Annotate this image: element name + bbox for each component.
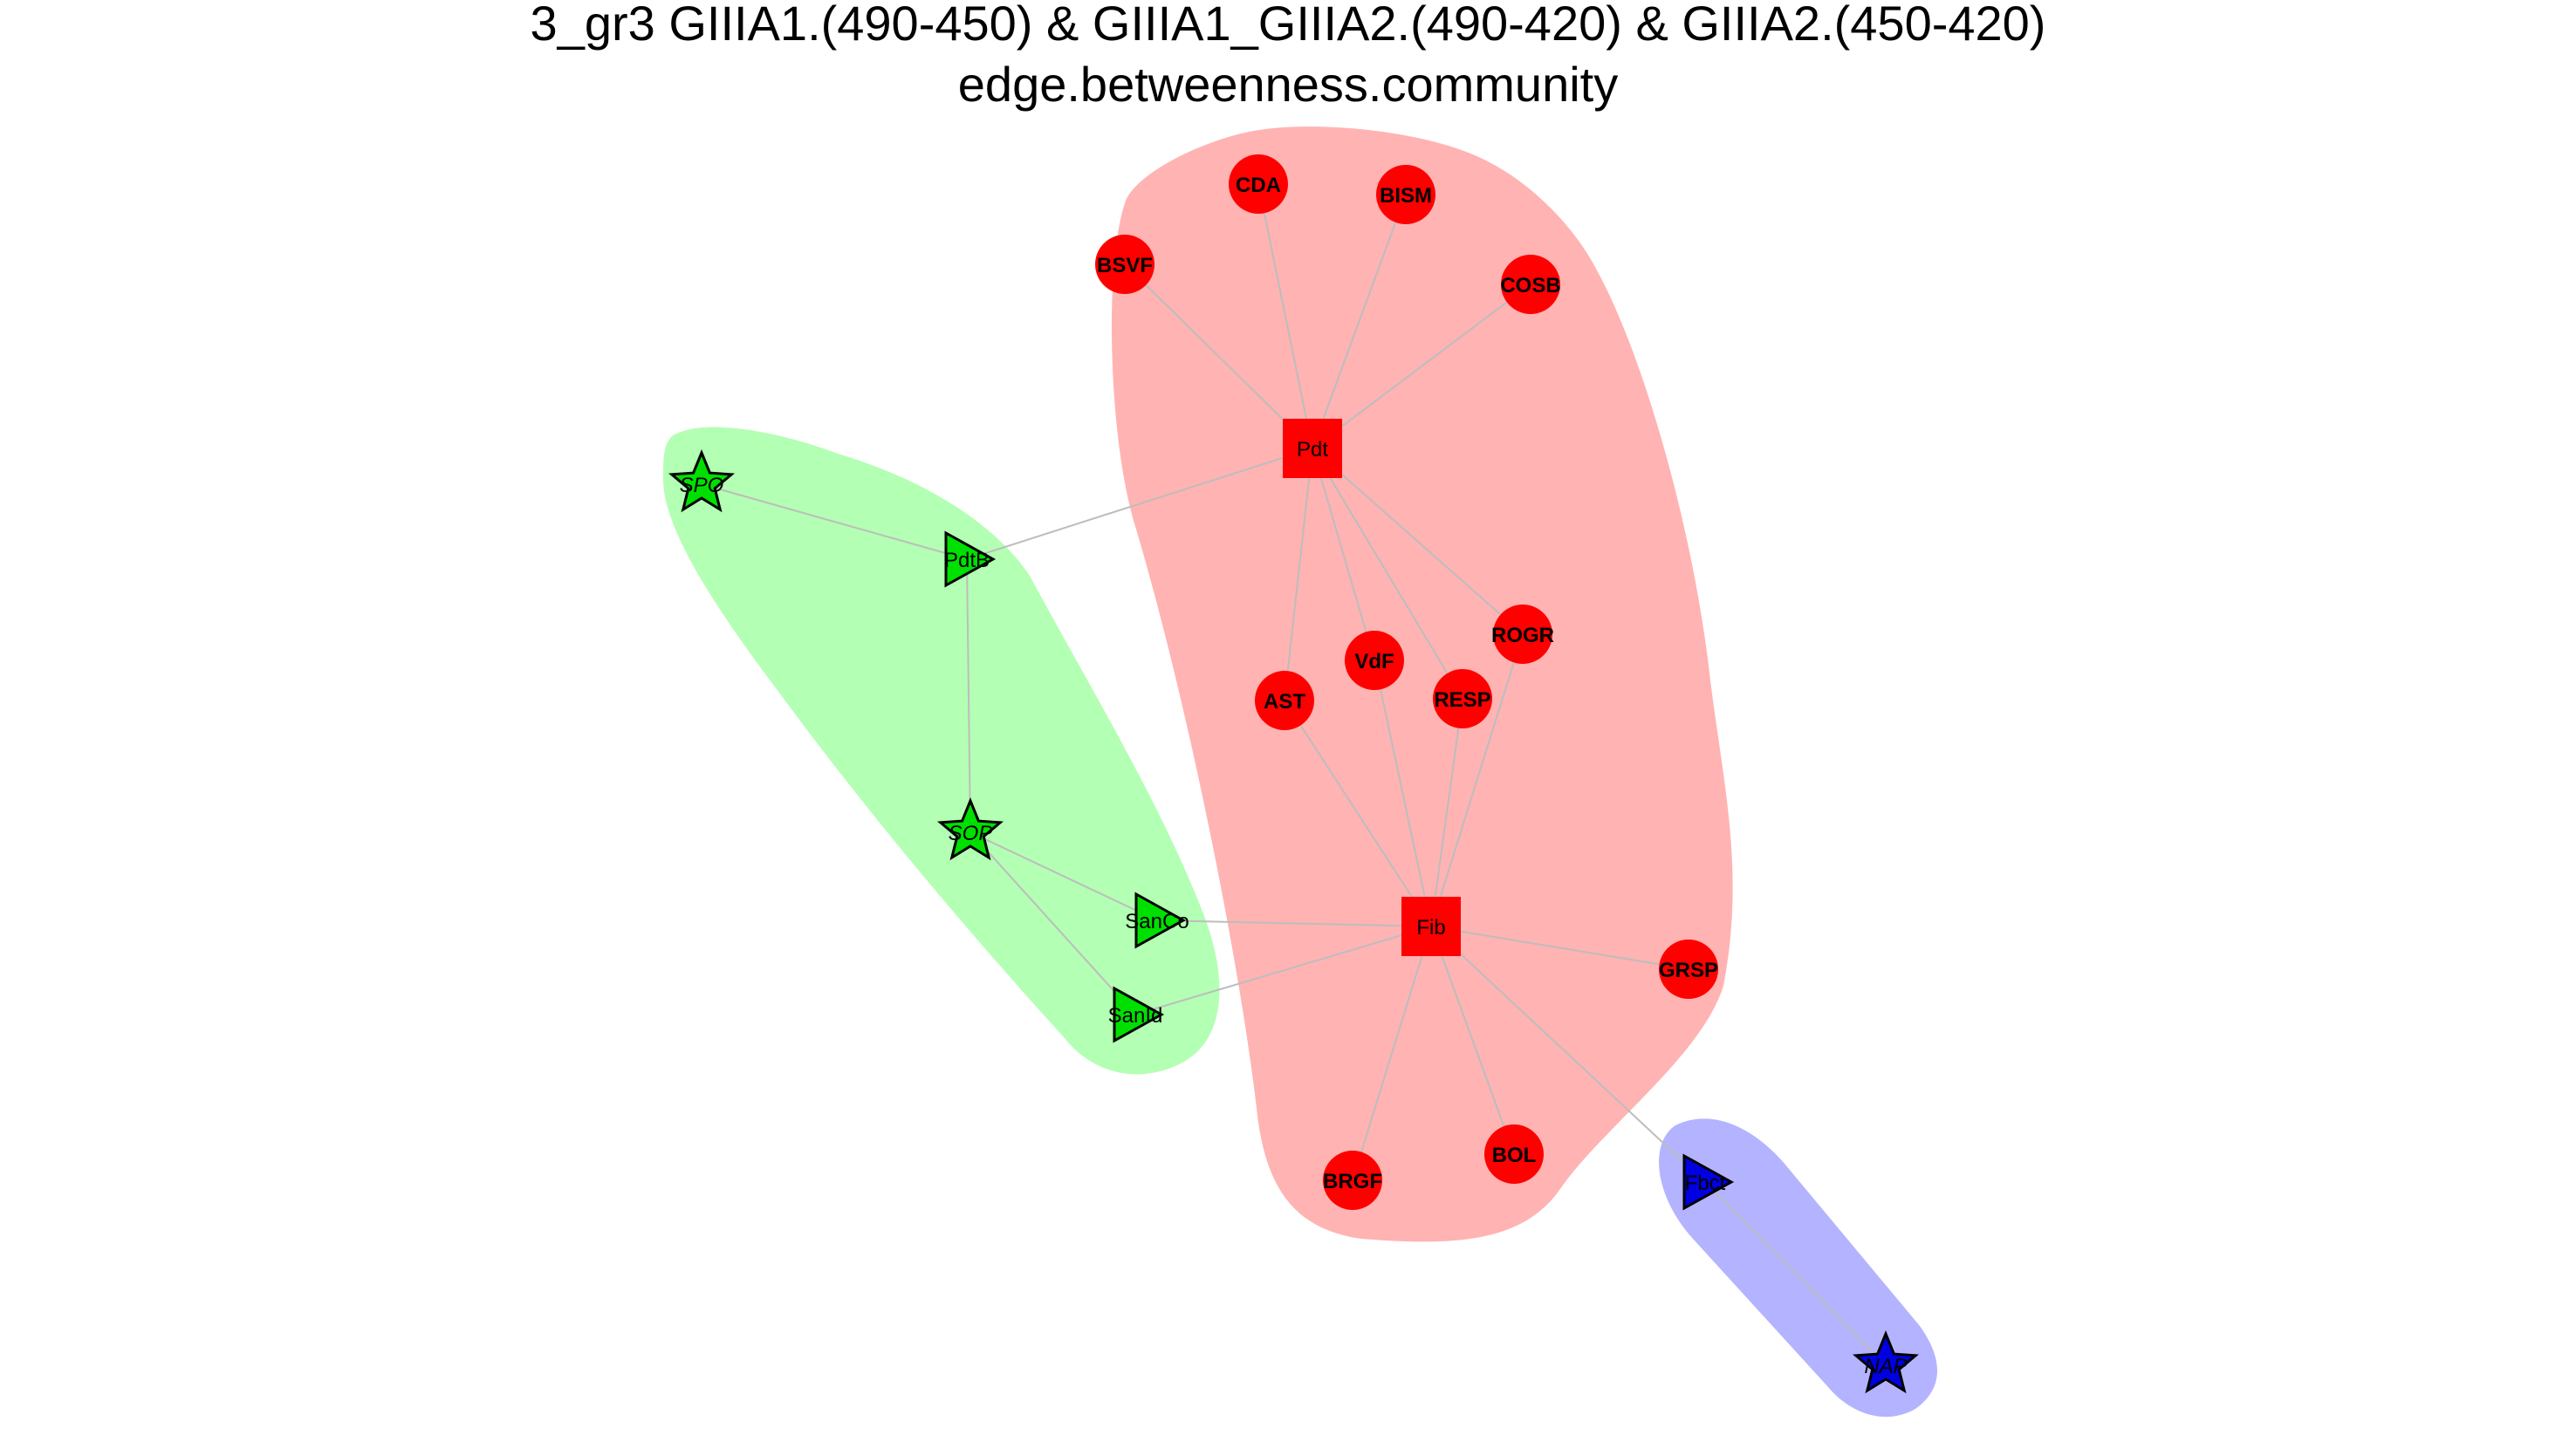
node-RESP: RESP — [1433, 669, 1492, 728]
node-BOL: BOL — [1484, 1124, 1544, 1184]
nodes: CDA BISM BSVF COSB Pdt ROGR VdF RESP AST Fib GRSP B… — [668, 154, 1919, 1394]
edge-Fib-Fbct — [1430, 926, 1706, 1183]
node-label-Fbct: Fbct — [1685, 1172, 1726, 1195]
node-shape-GRSP — [1659, 940, 1718, 999]
node-label-COSB: COSB — [1500, 274, 1560, 297]
node-shape-BSVF — [1095, 235, 1154, 294]
node-shape-RESP — [1433, 669, 1492, 728]
edge-Pdt-PdtB — [966, 448, 1313, 560]
node-PdtB: PdtB — [944, 530, 997, 588]
node-shape-AST — [1255, 671, 1314, 730]
node-AST: AST — [1255, 671, 1314, 730]
edge-Pdt-BSVF — [1124, 263, 1313, 449]
edge-Fib-SanCo — [1156, 919, 1432, 927]
edge-Pdt-CDA — [1257, 183, 1313, 449]
node-label-ROGR: ROGR — [1491, 624, 1554, 647]
node-label-BRGF: BRGF — [1323, 1170, 1382, 1193]
node-ROGR: ROGR — [1491, 605, 1554, 664]
node-label-CDA: CDA — [1236, 174, 1281, 197]
node-CDA: CDA — [1229, 154, 1288, 214]
node-Fib: Fib — [1401, 897, 1461, 956]
edges — [701, 183, 1887, 1366]
node-shape-SPO — [668, 449, 735, 513]
community-hull-blue — [1659, 1118, 1937, 1418]
node-label-Fib: Fib — [1416, 916, 1445, 940]
node-shape-Fbct — [1682, 1153, 1735, 1211]
node-label-BISM: BISM — [1380, 184, 1432, 208]
edge-Fbct-NAP — [1704, 1181, 1887, 1366]
node-label-BSVF: BSVF — [1097, 254, 1153, 277]
edge-Pdt-AST — [1284, 448, 1313, 701]
node-label-SOP: SOP — [949, 822, 993, 845]
node-label-SanCo: SanCo — [1125, 910, 1189, 933]
edge-Pdt-RESP — [1312, 448, 1463, 700]
node-SOP: SOP — [937, 797, 1004, 861]
community-hulls — [663, 126, 1937, 1418]
node-label-GRSP: GRSP — [1659, 959, 1718, 982]
node-label-BOL: BOL — [1492, 1144, 1537, 1167]
edge-Pdt-COSB — [1312, 284, 1531, 449]
node-shape-BOL — [1484, 1124, 1544, 1184]
edge-Fib-BOL — [1430, 926, 1515, 1155]
node-shape-Fib — [1401, 897, 1461, 956]
edge-SPO-PdtB — [701, 483, 968, 560]
node-shape-NAP — [1853, 1330, 1919, 1394]
diagram-title: 3_gr3 GIIIA1.(490-450) & GIIIA1_GIIIA2.(… — [531, 0, 2046, 51]
node-label-SPO: SPO — [680, 474, 724, 497]
edge-PdtB-SOP — [966, 558, 971, 833]
node-label-RESP: RESP — [1434, 688, 1490, 712]
edge-Fib-RESP — [1430, 698, 1463, 927]
node-label-Pdt: Pdt — [1297, 438, 1328, 461]
edge-Pdt-BISM — [1312, 194, 1407, 449]
node-Pdt: Pdt — [1283, 419, 1342, 478]
node-VdF: VdF — [1345, 631, 1404, 690]
node-SanId: SanId — [1108, 986, 1165, 1043]
node-label-NAP: NAP — [1864, 1355, 1907, 1378]
node-BISM: BISM — [1376, 165, 1435, 224]
community-hull-red — [1111, 126, 1733, 1242]
node-shape-SanId — [1113, 986, 1165, 1043]
node-shape-Pdt — [1283, 419, 1342, 478]
node-BSVF: BSVF — [1095, 235, 1154, 294]
node-label-SanId: SanId — [1108, 1004, 1163, 1028]
node-SanCo: SanCo — [1125, 892, 1189, 949]
node-Fbct: Fbct — [1682, 1153, 1735, 1211]
edge-SOP-SanId — [969, 831, 1136, 1015]
node-label-PdtB: PdtB — [944, 549, 990, 572]
edge-Fib-BRGF — [1352, 926, 1432, 1181]
node-shape-CDA — [1229, 154, 1288, 214]
node-shape-VdF — [1345, 631, 1404, 690]
edge-Pdt-ROGR — [1312, 448, 1524, 635]
community-hull-green — [663, 427, 1220, 1075]
node-label-VdF: VdF — [1354, 650, 1394, 673]
node-shape-BISM — [1376, 165, 1435, 224]
node-label-AST: AST — [1264, 690, 1305, 714]
node-shape-SanCo — [1134, 892, 1187, 949]
node-NAP: NAP — [1853, 1330, 1919, 1394]
edge-Fib-AST — [1284, 700, 1432, 927]
node-BRGF: BRGF — [1323, 1151, 1382, 1210]
edge-Fib-GRSP — [1430, 926, 1689, 970]
node-shape-COSB — [1501, 255, 1560, 314]
node-shape-BRGF — [1323, 1151, 1382, 1210]
edge-Fib-SanId — [1134, 926, 1432, 1015]
node-SPO: SPO — [668, 449, 735, 513]
node-shape-ROGR — [1493, 605, 1552, 664]
node-GRSP: GRSP — [1659, 940, 1718, 999]
edge-Fib-VdF — [1374, 659, 1432, 927]
node-shape-PdtB — [944, 530, 997, 588]
edge-SOP-SanCo — [969, 831, 1158, 921]
node-COSB: COSB — [1500, 255, 1561, 314]
node-shape-SOP — [937, 797, 1004, 861]
edge-Fib-ROGR — [1430, 633, 1524, 927]
diagram-subtitle: edge.betweenness.community — [958, 57, 1618, 112]
edge-Pdt-VdF — [1312, 448, 1375, 661]
